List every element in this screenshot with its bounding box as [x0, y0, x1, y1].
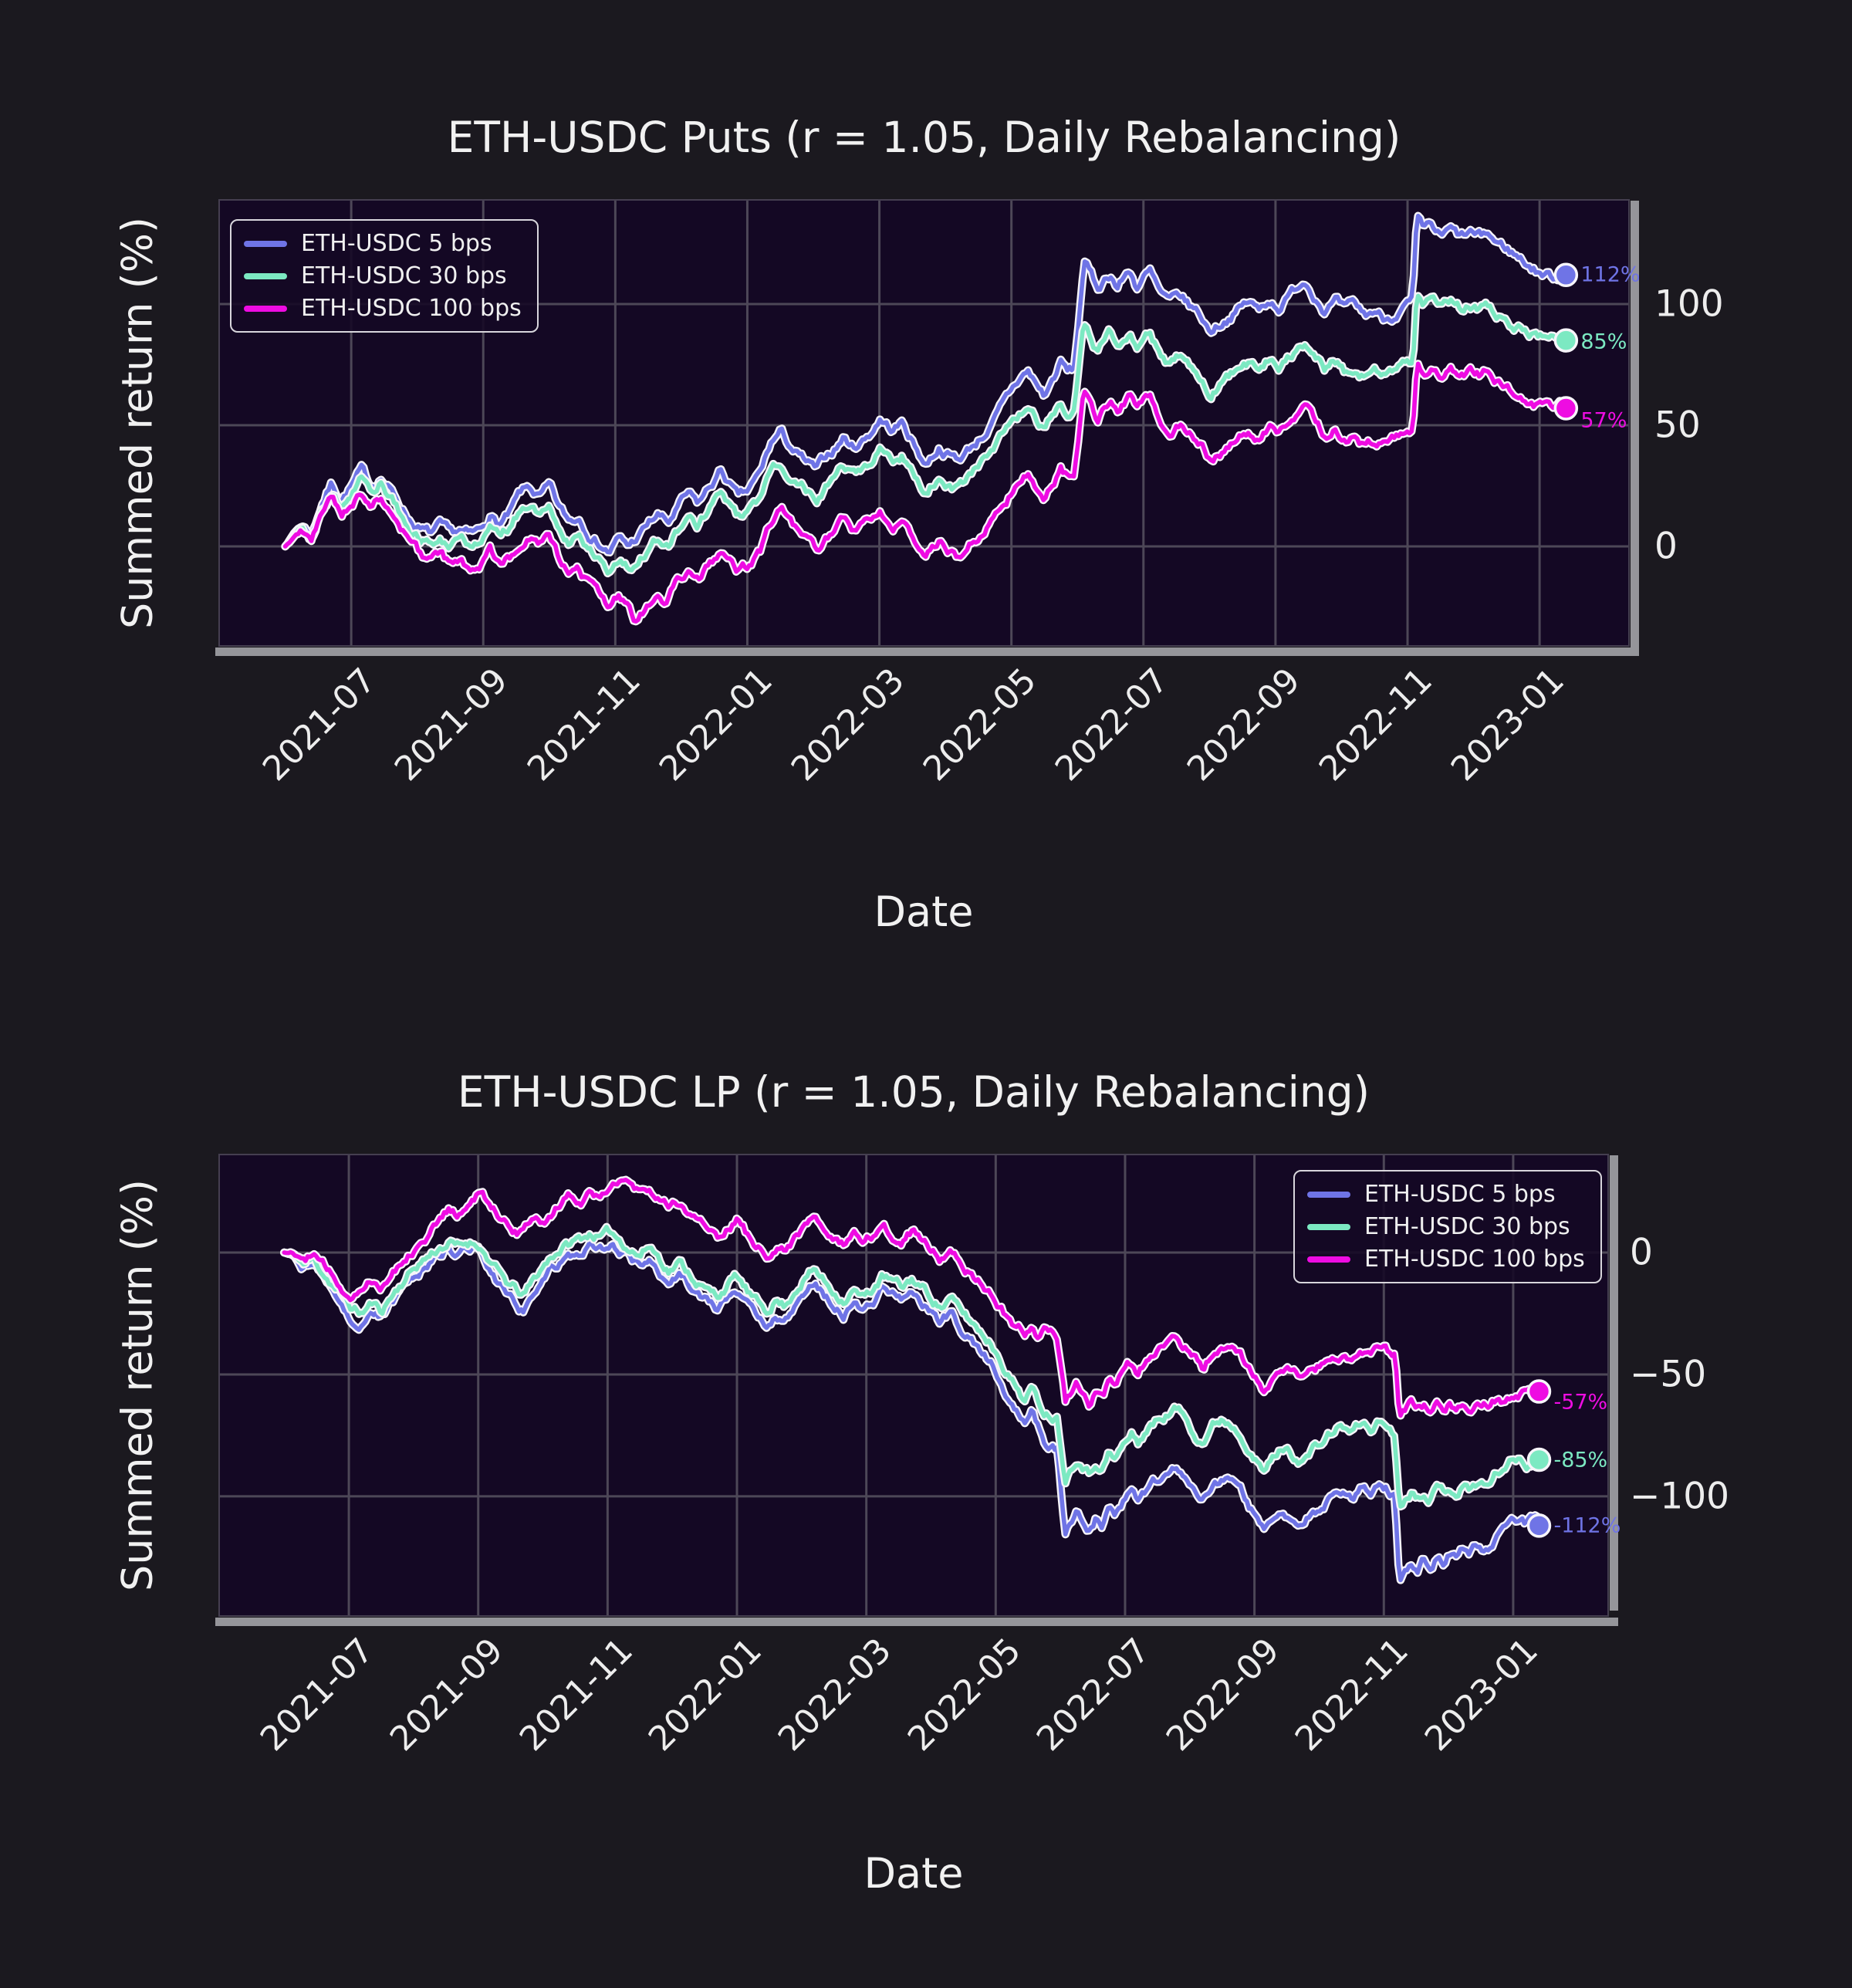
- legend-label: ETH-USDC 100 bps: [1364, 1246, 1585, 1273]
- series-line: [282, 361, 1569, 624]
- y-tick-label: −50: [1630, 1353, 1707, 1396]
- legend-item: ETH-USDC 5 bps: [244, 230, 522, 257]
- x-tick-label: 2022-03: [783, 661, 912, 789]
- x-tick-label: 2023-01: [1417, 1631, 1546, 1760]
- x-tick-label: 2022-05: [915, 661, 1044, 789]
- x-tick-label: 2022-01: [651, 661, 780, 789]
- legend-item: ETH-USDC 100 bps: [244, 295, 522, 322]
- y-axis-label: Summed return (%): [113, 1178, 162, 1592]
- x-tick-label: 2021-09: [382, 1631, 511, 1760]
- x-tick-label: 2022-09: [1179, 661, 1308, 789]
- end-label: -112%: [1553, 1513, 1621, 1538]
- x-tick-label: 2021-09: [387, 661, 516, 789]
- end-label: 57%: [1580, 408, 1627, 433]
- end-marker: [1526, 1447, 1552, 1472]
- y-tick-label: 100: [1654, 282, 1724, 326]
- end-marker: [1553, 328, 1579, 353]
- legend-label: ETH-USDC 30 bps: [1364, 1213, 1570, 1240]
- legend-line-5bps-icon: [1307, 1191, 1350, 1198]
- legend-line-30bps-icon: [244, 272, 287, 279]
- end-marker: [1526, 1513, 1552, 1538]
- x-tick-label: 2022-07: [1029, 1631, 1158, 1760]
- x-tick-label: 2021-07: [255, 661, 384, 789]
- legend-line-100bps-icon: [1307, 1256, 1350, 1263]
- plot-frame: [218, 1154, 1609, 1617]
- x-tick-label: 2022-01: [641, 1631, 770, 1760]
- x-tick-label: 2023-01: [1444, 661, 1573, 789]
- plot-area: [218, 1154, 1609, 1617]
- legend-label: ETH-USDC 100 bps: [301, 295, 522, 322]
- legend-label: ETH-USDC 5 bps: [301, 230, 492, 257]
- legend-label: ETH-USDC 5 bps: [1364, 1181, 1556, 1208]
- x-tick-label: 2022-11: [1288, 1631, 1417, 1760]
- legend-item: ETH-USDC 100 bps: [1307, 1246, 1585, 1273]
- end-marker: [1526, 1379, 1552, 1404]
- y-tick-label: 50: [1654, 404, 1701, 447]
- x-axis-spine: [215, 1618, 1618, 1626]
- end-label: -57%: [1553, 1390, 1608, 1415]
- legend-line-5bps-icon: [244, 240, 287, 247]
- x-axis-label: Date: [863, 1849, 964, 1898]
- x-tick-label: 2022-09: [1158, 1631, 1287, 1760]
- legend: ETH-USDC 5 bps ETH-USDC 30 bps ETH-USDC …: [230, 219, 539, 333]
- y-tick-label: 0: [1654, 525, 1678, 568]
- x-tick-label: 2021-07: [253, 1631, 382, 1760]
- legend-item: ETH-USDC 30 bps: [1307, 1213, 1585, 1240]
- x-tick-label: 2022-05: [900, 1631, 1029, 1760]
- x-axis-spine: [215, 647, 1639, 656]
- end-marker: [1553, 262, 1579, 288]
- x-tick-label: 2021-11: [512, 1631, 640, 1760]
- series-line: [282, 1225, 1542, 1509]
- series-line: [282, 1241, 1542, 1583]
- y-axis-spine: [1610, 1155, 1618, 1611]
- x-tick-label: 2022-11: [1312, 661, 1441, 789]
- y-tick-label: 0: [1630, 1231, 1653, 1274]
- x-tick-label: 2022-07: [1047, 661, 1176, 789]
- plot-canvas: [218, 199, 1630, 647]
- legend-line-30bps-icon: [1307, 1223, 1350, 1230]
- plot-canvas: [218, 1154, 1609, 1617]
- end-label: 112%: [1580, 262, 1641, 287]
- end-label: -85%: [1553, 1448, 1608, 1472]
- plot-frame: [218, 199, 1630, 647]
- legend-line-100bps-icon: [244, 305, 287, 312]
- series-line: [282, 214, 1569, 555]
- y-axis-spine: [1631, 201, 1639, 656]
- x-axis-label: Date: [874, 888, 974, 936]
- chart-title: ETH-USDC LP (r = 1.05, Daily Rebalancing…: [457, 1067, 1370, 1117]
- legend-item: ETH-USDC 30 bps: [244, 262, 522, 289]
- legend-label: ETH-USDC 30 bps: [301, 262, 507, 289]
- legend: ETH-USDC 5 bps ETH-USDC 30 bps ETH-USDC …: [1293, 1170, 1602, 1283]
- end-label: 85%: [1580, 330, 1627, 354]
- end-marker: [1553, 396, 1579, 421]
- chart-title: ETH-USDC Puts (r = 1.05, Daily Rebalanci…: [447, 113, 1401, 162]
- series-line: [282, 293, 1569, 576]
- y-tick-label: −100: [1630, 1475, 1730, 1518]
- x-tick-label: 2022-03: [770, 1631, 899, 1760]
- x-tick-label: 2021-11: [519, 661, 648, 789]
- y-axis-label: Summed return (%): [113, 216, 162, 630]
- legend-item: ETH-USDC 5 bps: [1307, 1181, 1585, 1208]
- series-line: [282, 1178, 1542, 1418]
